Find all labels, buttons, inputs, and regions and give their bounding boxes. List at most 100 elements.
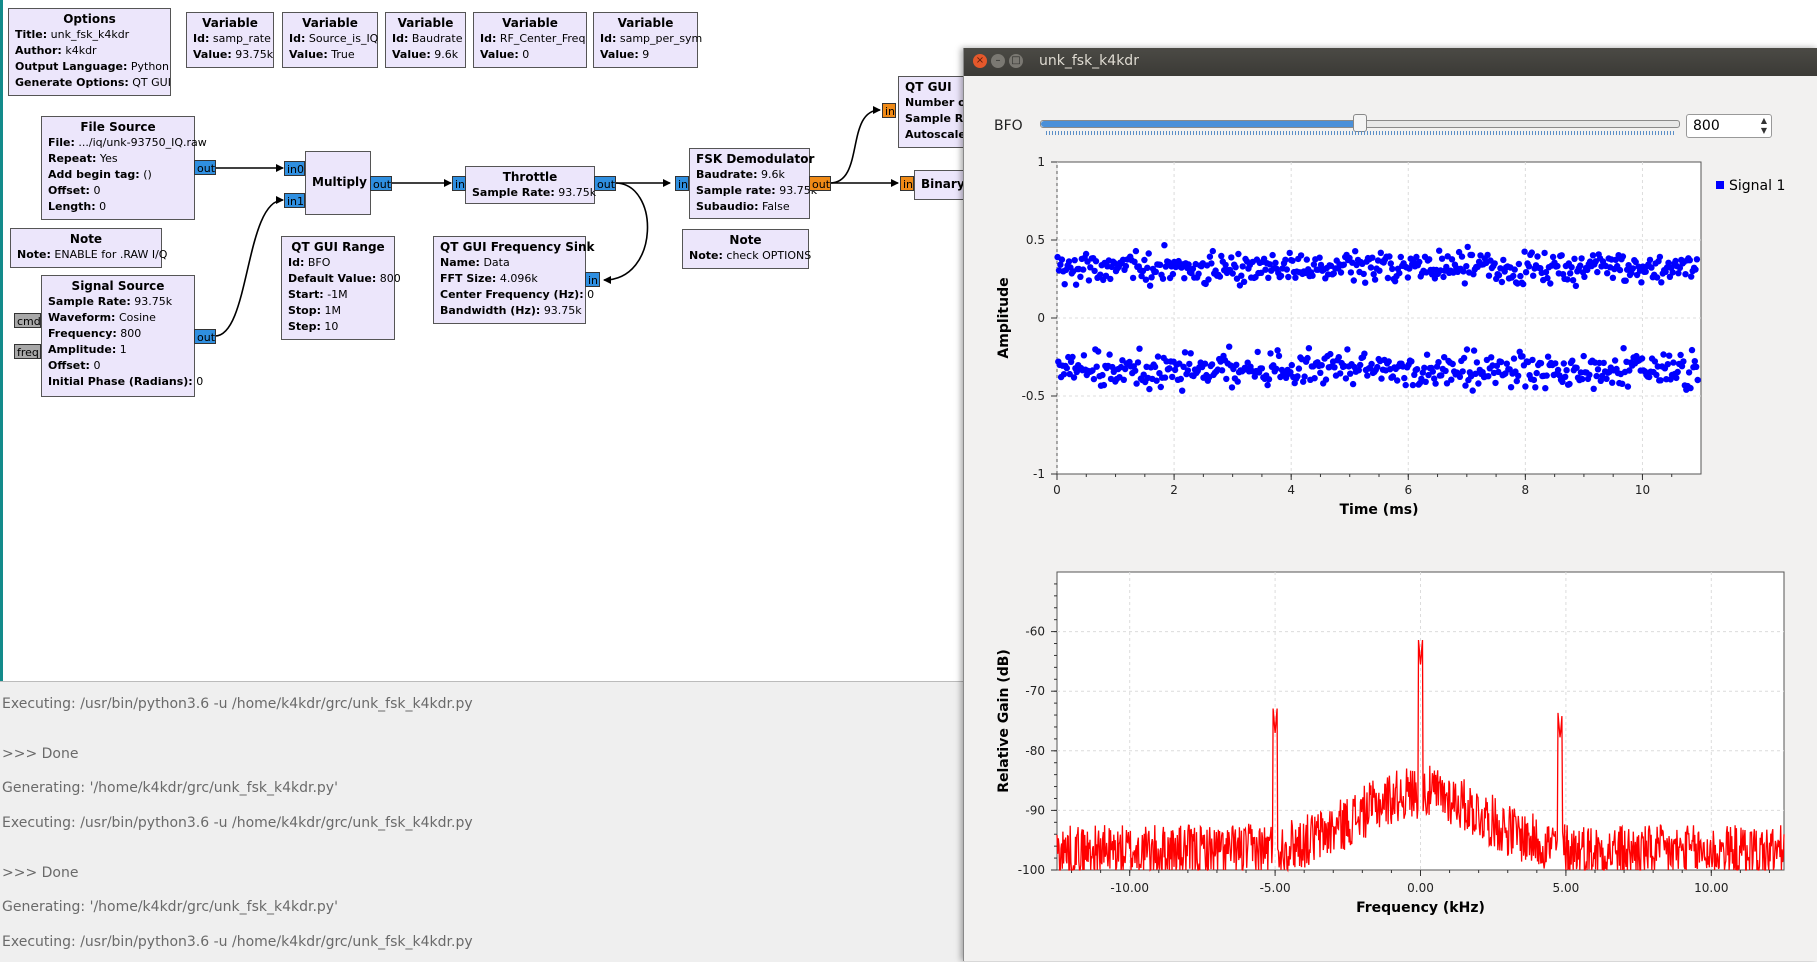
qt-gui-sink-in-port[interactable]: in (882, 103, 896, 118)
data-point (1370, 271, 1377, 278)
data-point (1184, 367, 1192, 374)
signal-source-out-port[interactable]: out (194, 329, 216, 344)
throttle-in-port[interactable]: in (452, 176, 466, 191)
file-source-block[interactable]: File Source File: .../iq/unk-93750_IQ.ra… (41, 116, 207, 220)
qt-gui-range-block[interactable]: QT GUI Range Id: BFO Default Value: 800 … (281, 236, 401, 340)
data-point (1122, 262, 1130, 270)
data-point (1304, 354, 1311, 362)
maximize-button[interactable]: □ (1009, 54, 1023, 68)
data-point (1441, 354, 1448, 361)
note-block-check-options[interactable]: Note Note: check OPTIONS (682, 229, 811, 269)
data-point (1522, 383, 1529, 390)
data-point (1097, 271, 1104, 278)
data-point (1106, 351, 1113, 358)
spin-up-icon[interactable]: ▲ (1760, 116, 1768, 125)
x-tick-label: -5.00 (1260, 881, 1291, 895)
variable-block-samp-per-sym[interactable]: Variable Id: samp_per_sym Value: 9 (593, 12, 702, 68)
data-point (1572, 282, 1580, 290)
binary-in-port[interactable]: in (900, 176, 914, 191)
data-point (1456, 373, 1464, 380)
minimize-button[interactable]: – (991, 54, 1005, 68)
data-point (1187, 350, 1194, 357)
data-point (1566, 380, 1573, 388)
data-point (1368, 360, 1375, 368)
x-tick-label: 10.00 (1694, 881, 1728, 895)
bfo-slider-handle[interactable] (1353, 114, 1368, 132)
options-block[interactable]: Options Title: unk_fsk_k4kdr Author: k4k… (8, 8, 171, 96)
bfo-spinbox[interactable]: 800 ▲ ▼ (1686, 114, 1772, 138)
data-point (1177, 375, 1184, 383)
note-block-raw-iq[interactable]: Note Note: ENABLE for .RAW I/Q (10, 228, 167, 268)
spin-down-icon[interactable]: ▼ (1760, 126, 1768, 135)
data-point (1122, 365, 1129, 373)
data-point (1693, 256, 1701, 263)
data-point (1443, 263, 1450, 271)
data-point (1513, 377, 1520, 385)
data-point (1292, 274, 1299, 281)
data-point (1275, 352, 1283, 360)
data-point (1472, 370, 1479, 377)
freq-sink-in-port[interactable]: in (585, 272, 600, 287)
file-source-out-port[interactable]: out (194, 160, 216, 175)
data-point (1378, 375, 1385, 382)
data-point (1100, 381, 1108, 389)
frequency-sink-plot[interactable]: Data -60 -70 -80 -90 -100 -10.00 -5.00 0.00 5.00 1… (964, 558, 1817, 958)
variable-block-source-is-iq[interactable]: Variable Id: Source_is_IQ Value: True (282, 12, 378, 68)
console-panel[interactable]: Executing: /usr/bin/python3.6 -u /home/k… (0, 681, 965, 962)
data-point (1552, 360, 1559, 367)
time-sink-plot[interactable]: 1 0.5 0 -0.5 -1 0 2 4 6 8 10 Time (ms) Amplitude Sign… (964, 148, 1817, 548)
data-point (1386, 253, 1393, 260)
data-point (1186, 360, 1193, 368)
data-point (1295, 365, 1303, 372)
data-point (1218, 252, 1225, 260)
data-point (1619, 380, 1626, 387)
y-tick-label: -1 (1033, 467, 1045, 481)
window-titlebar[interactable]: × – □ unk_fsk_k4kdr (964, 48, 1817, 76)
signal-source-cmd-port[interactable]: cmd (14, 313, 41, 328)
data-point (1401, 374, 1408, 382)
data-point (1154, 353, 1162, 360)
data-point (1318, 362, 1325, 369)
throttle-block[interactable]: Throttle Sample Rate: 93.75k (465, 166, 596, 204)
fsk-demod-in-port[interactable]: in (675, 176, 689, 191)
data-point (1431, 375, 1438, 382)
close-button[interactable]: × (973, 54, 987, 68)
fsk-demod-out-port[interactable]: out (809, 176, 831, 191)
data-point (1384, 274, 1392, 282)
data-point (1228, 384, 1236, 391)
data-point (1374, 363, 1381, 371)
qt-gui-frequency-sink-block[interactable]: QT GUI Frequency Sink Name: Data FFT Siz… (433, 236, 595, 324)
data-point (1311, 375, 1318, 382)
variable-block-rf-center-freq[interactable]: Variable Id: RF_Center_Freq Value: 0 (473, 12, 587, 68)
multiply-out-port[interactable]: out (370, 176, 392, 191)
throttle-out-port[interactable]: out (594, 176, 616, 191)
data-point (1687, 384, 1694, 392)
signal-source-block[interactable]: Signal Source Sample Rate: 93.75k Wavefo… (41, 275, 203, 397)
multiply-in0-port[interactable]: in0 (284, 161, 305, 176)
variable-block-baudrate[interactable]: Variable Id: Baudrate Value: 9.6k (385, 12, 466, 68)
data-point (1142, 276, 1150, 283)
signal-source-freq-port[interactable]: freq (14, 344, 41, 359)
data-point (1057, 261, 1064, 268)
data-point (1273, 365, 1280, 372)
data-point (1423, 351, 1431, 358)
data-point (1189, 265, 1197, 272)
data-point (1632, 258, 1639, 266)
data-point (1581, 273, 1588, 280)
data-point (1133, 380, 1140, 387)
data-point (1181, 349, 1189, 356)
data-point (1335, 354, 1342, 361)
fsk-demodulator-block[interactable]: FSK Demodulator Baudrate: 9.6k Sample ra… (689, 148, 817, 219)
data-point (1264, 381, 1271, 389)
data-point (1571, 255, 1578, 262)
data-point (1377, 249, 1384, 256)
data-point (1389, 373, 1397, 380)
multiply-block[interactable]: Multiply (305, 151, 371, 215)
data-point (1061, 281, 1068, 288)
data-point (1554, 262, 1561, 270)
multiply-in1-port[interactable]: in1 (284, 193, 305, 208)
data-point (1562, 373, 1569, 380)
variable-block-samp-rate[interactable]: Variable Id: samp_rate Value: 93.75k (186, 12, 274, 68)
qt-gui-window[interactable]: × – □ unk_fsk_k4kdr BFO 800 ▲ ▼ 1 0.5 0 -0.… (963, 48, 1817, 961)
data-point (1226, 343, 1233, 350)
